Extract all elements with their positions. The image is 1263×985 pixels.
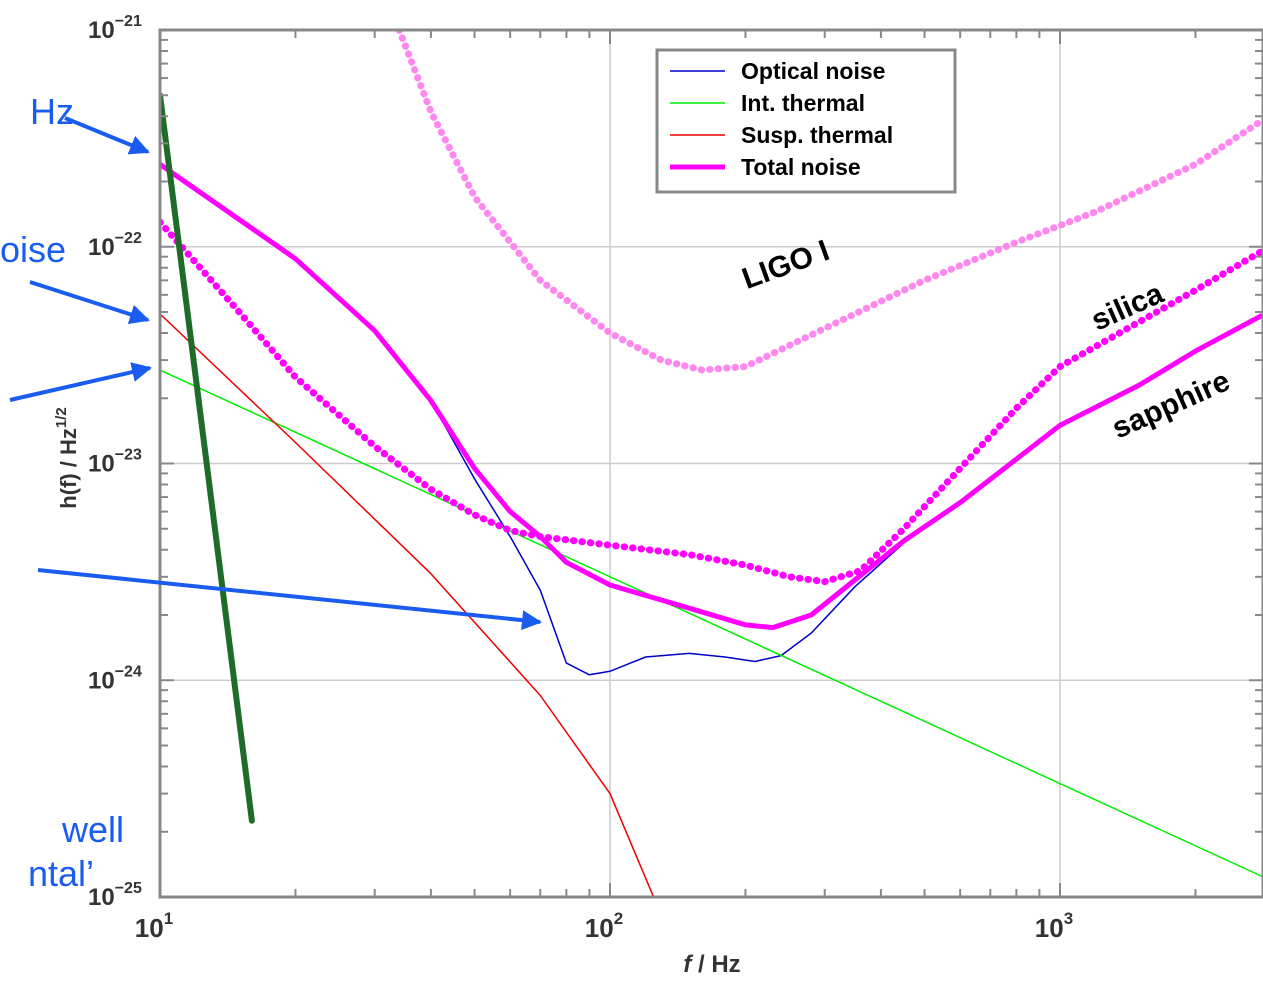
x-tick-label: 103: [1035, 909, 1073, 943]
series-line-7: [160, 92, 255, 824]
annotation-arrows: [9, 116, 542, 631]
tick-layer: [159, 30, 1263, 898]
x-axis-label: f / Hz: [683, 951, 740, 978]
x-tick-label: 102: [585, 909, 623, 943]
side-label-hz: Hz: [30, 91, 74, 132]
legend-label: Susp. thermal: [741, 122, 893, 148]
arrow-4: [37, 568, 542, 631]
y-tick-label: 10−21: [88, 13, 142, 44]
series-line-3: [160, 313, 655, 897]
y-tick-label: 10−24: [88, 663, 142, 694]
series-line-5: [160, 218, 1263, 586]
series-line-4: [160, 161, 1263, 631]
y-tick-label: 10−25: [88, 880, 142, 911]
x-tick-label: 101: [135, 909, 173, 943]
legend: Optical noise Int. thermal Susp. thermal To…: [655, 48, 957, 194]
side-label-oise: oise: [0, 229, 66, 270]
arrow-3: [9, 362, 152, 402]
y-tick-label: 10−23: [88, 447, 142, 478]
series-line-6: [395, 30, 1263, 374]
side-label-ntal: ntal’: [28, 853, 94, 894]
legend-label: Total noise: [741, 154, 861, 180]
curve-label: LIGO I: [738, 234, 834, 296]
curve-label: sapphire: [1107, 364, 1235, 445]
side-label-well: well: [61, 809, 124, 850]
series-layer: [160, 30, 1263, 897]
legend-label: Int. thermal: [741, 90, 865, 116]
series-line-2: [160, 369, 1262, 877]
arrow-1: [64, 116, 150, 155]
grid-layer: [160, 30, 1263, 897]
arrow-2: [29, 280, 150, 325]
legend-label: Optical noise: [741, 58, 885, 84]
y-tick-label: 10−22: [88, 230, 142, 261]
y-axis-label: h(f) / Hz1/2: [53, 407, 81, 509]
